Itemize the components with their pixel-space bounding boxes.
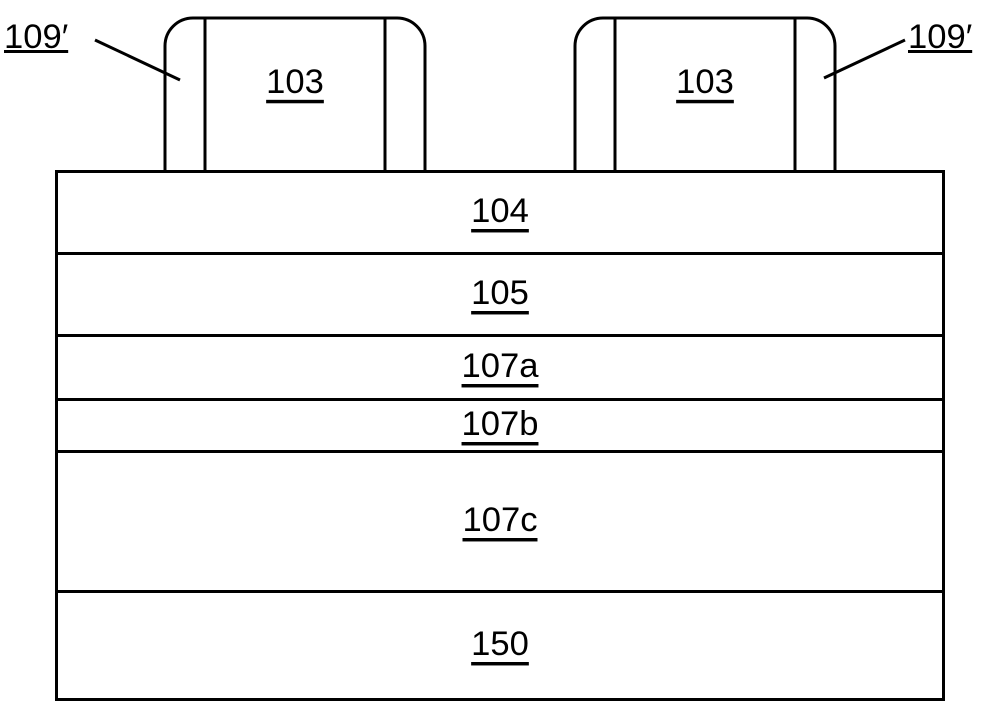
spacer-left — [165, 18, 205, 170]
spacer-right — [385, 18, 425, 170]
layer-105-label: 105 — [471, 274, 529, 312]
layer-107b-label: 107b — [462, 405, 539, 443]
gate-label: 103 — [266, 63, 324, 101]
callout-right-label: 109′ — [908, 18, 972, 57]
spacer-left — [575, 18, 615, 170]
layer-107c-label: 107c — [463, 501, 538, 539]
cross-section-diagram: 104 105 107a 107b 107c 150 103 103 109′ 109′ — [0, 0, 1000, 710]
spacer-right — [795, 18, 835, 170]
callout-left-label: 109′ — [4, 18, 68, 57]
layer-104-label: 104 — [471, 192, 529, 230]
layer-stack: 104 105 107a 107b 107c 150 — [55, 170, 945, 701]
layer-150-label: 150 — [471, 625, 529, 663]
layer-107a-label: 107a — [462, 347, 540, 385]
top-structures: 103 103 — [0, 0, 1000, 173]
gate-label: 103 — [676, 63, 734, 101]
